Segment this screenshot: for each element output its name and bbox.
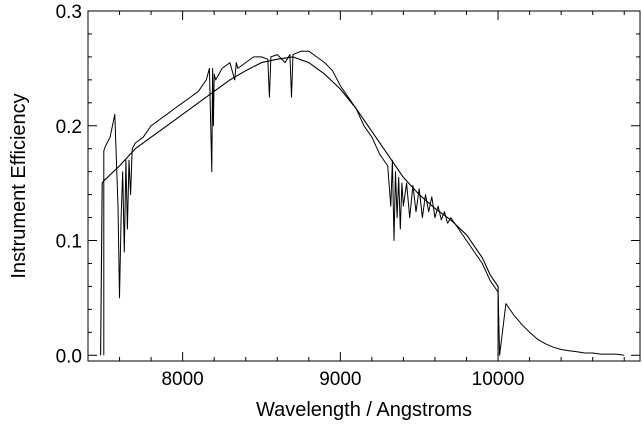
y-tick-label: 0.2 (56, 117, 82, 138)
x-axis-label: Wavelength / Angstroms (256, 399, 472, 421)
y-axis-label: Instrument Efficiency (8, 93, 30, 278)
y-tick-label: 0.1 (56, 232, 82, 253)
x-tick-label: 9000 (319, 369, 361, 390)
x-tick-label: 8000 (161, 369, 203, 390)
y-tick-label: 0.3 (56, 2, 82, 23)
y-tick-label: 0.0 (56, 346, 82, 367)
plot-frame (87, 10, 641, 362)
x-tick-label: 10000 (472, 369, 525, 390)
series-measured-line (103, 50, 625, 356)
series-fit-line (100, 56, 499, 356)
